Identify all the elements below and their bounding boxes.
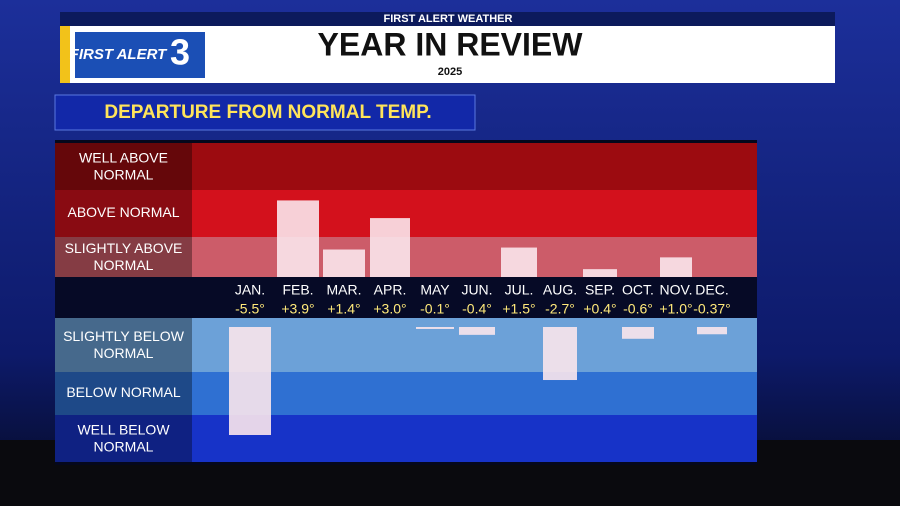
band bbox=[55, 415, 757, 462]
bar bbox=[583, 269, 617, 277]
band-label-bg bbox=[55, 372, 192, 415]
bar bbox=[459, 327, 495, 335]
bar bbox=[543, 327, 577, 381]
bar bbox=[660, 257, 692, 277]
value-label: -0.6° bbox=[623, 301, 653, 317]
month-label: SEP. bbox=[585, 282, 615, 298]
month-label: DEC. bbox=[695, 282, 728, 298]
month-label: NOV. bbox=[660, 282, 693, 298]
month-label: APR. bbox=[374, 282, 407, 298]
value-label: +0.4° bbox=[583, 301, 616, 317]
network-name: FIRST ALERT WEATHER bbox=[384, 13, 513, 25]
band bbox=[55, 372, 757, 415]
chart: WELL ABOVE NORMAL ABOVE NORMAL SLIGHTLY ABO… bbox=[55, 140, 757, 465]
bar bbox=[370, 218, 410, 277]
bar bbox=[697, 327, 727, 335]
band-label: SLIGHTLY ABOVE NORMAL bbox=[65, 240, 183, 273]
year: 2025 bbox=[438, 66, 462, 78]
value-label: +1.5° bbox=[502, 301, 535, 317]
month-label: MAR. bbox=[327, 282, 362, 298]
month-label: JUN. bbox=[461, 282, 492, 298]
band bbox=[55, 143, 757, 190]
month-label: JAN. bbox=[235, 282, 265, 298]
chart-title: DEPARTURE FROM NORMAL TEMP. bbox=[104, 102, 431, 123]
bar bbox=[622, 327, 654, 339]
band-label-bg bbox=[55, 415, 192, 462]
value-label: +1.0° bbox=[659, 301, 692, 317]
band-label: WELL BELOW NORMAL bbox=[77, 421, 170, 454]
network-strip bbox=[60, 12, 835, 26]
bar bbox=[416, 327, 454, 329]
title: YEAR IN REVIEW bbox=[318, 26, 584, 62]
bar bbox=[277, 200, 319, 277]
month-label: FEB. bbox=[282, 282, 313, 298]
band-label-bg bbox=[55, 190, 192, 237]
logo-text: FIRST ALERT bbox=[70, 46, 169, 63]
band-label: BELOW NORMAL bbox=[66, 384, 181, 400]
bar bbox=[323, 249, 365, 277]
band-label: SLIGHTLY BELOW NORMAL bbox=[63, 328, 185, 361]
value-label: -2.7° bbox=[545, 301, 575, 317]
value-label: -0.4° bbox=[462, 301, 492, 317]
accent bbox=[60, 26, 70, 83]
band-label-bg bbox=[55, 318, 192, 372]
band-label-bg bbox=[55, 237, 192, 277]
band-label-bg bbox=[55, 143, 192, 190]
value-label: +3.0° bbox=[373, 301, 406, 317]
value-label: -5.5° bbox=[235, 301, 265, 317]
logo-number: 3 bbox=[170, 32, 190, 73]
month-label: JUL. bbox=[505, 282, 534, 298]
value-label: +3.9° bbox=[281, 301, 314, 317]
band-label: WELL ABOVE NORMAL bbox=[79, 149, 168, 182]
month-label: MAY bbox=[420, 282, 450, 298]
bar bbox=[229, 327, 271, 435]
subtitle-box bbox=[54, 94, 476, 131]
bar bbox=[501, 247, 537, 277]
month-label: AUG. bbox=[543, 282, 577, 298]
value-label: +1.4° bbox=[327, 301, 360, 317]
band-label: ABOVE NORMAL bbox=[67, 204, 179, 220]
logo bbox=[75, 32, 205, 78]
mid-strip bbox=[55, 277, 757, 318]
month-label: OCT. bbox=[622, 282, 654, 298]
value-label: -0.1° bbox=[420, 301, 450, 317]
value-label: -0.37° bbox=[693, 301, 731, 317]
